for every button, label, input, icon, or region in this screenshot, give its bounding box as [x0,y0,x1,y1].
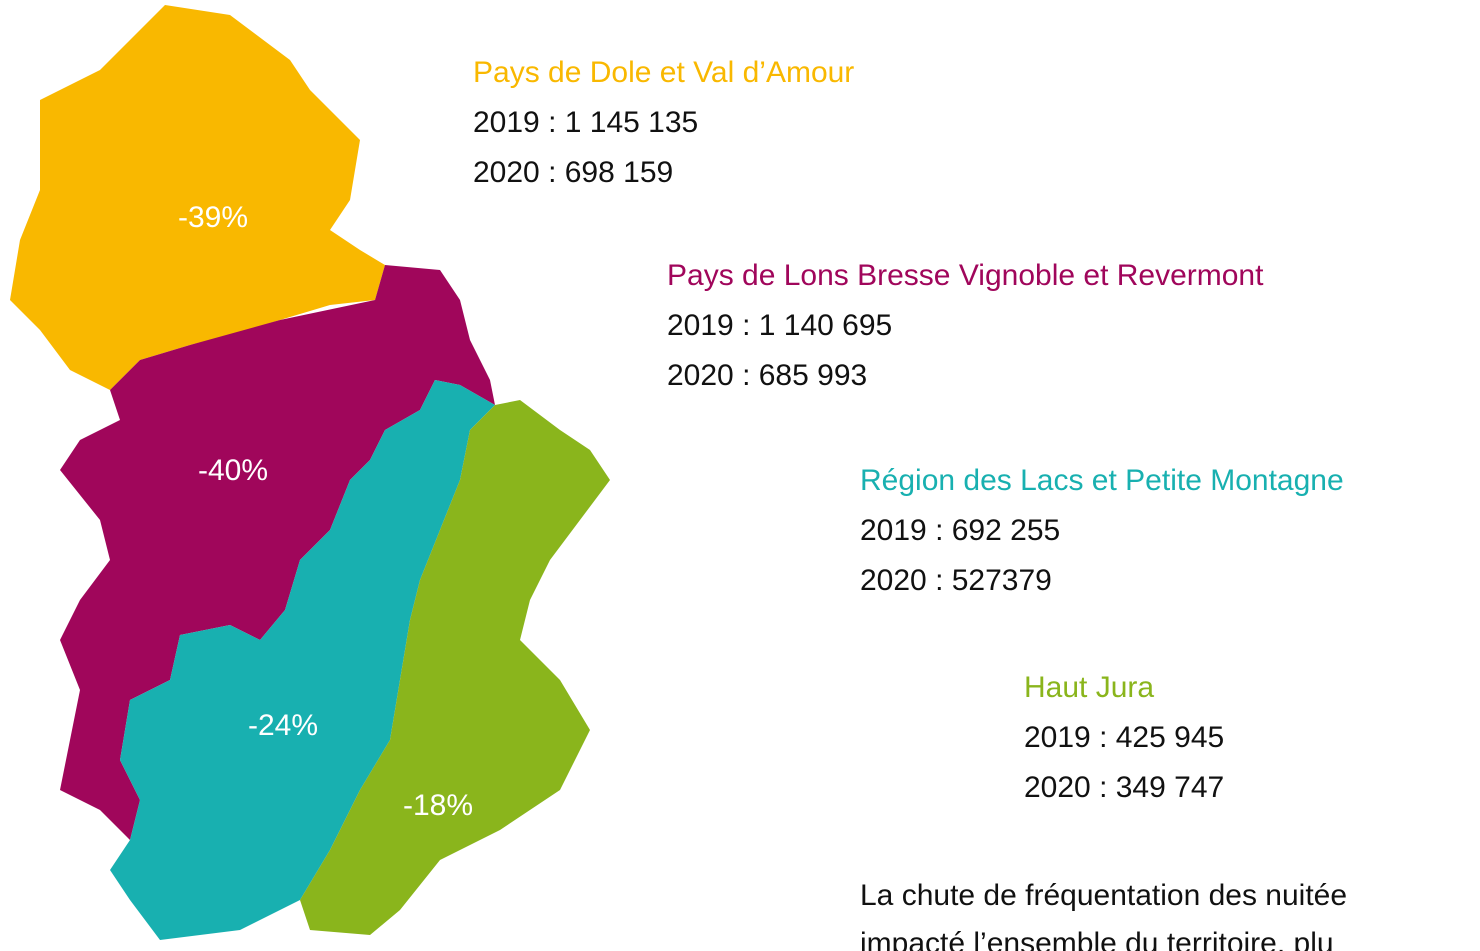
value-2019: 2019 : 1 140 695 [667,309,892,342]
region-name: Haut Jura [1024,671,1154,704]
change-label: -39% [178,201,248,234]
region-name: Région des Lacs et Petite Montagne [860,464,1344,497]
region-name: Pays de Dole et Val d’Amour [473,56,854,89]
region-shape [10,5,385,390]
region-shape [300,400,610,935]
region-shape [110,380,495,940]
region-name: Pays de Lons Bresse Vignoble et Revermon… [667,259,1264,292]
footer-text: impacté l’ensemble du territoire, plu [860,927,1334,951]
value-2020: 2020 : 698 159 [473,156,673,189]
change-label: -40% [198,454,268,487]
footer-text: La chute de fréquentation des nuitée [860,879,1347,912]
value-2020: 2020 : 349 747 [1024,771,1224,804]
value-2019: 2019 : 425 945 [1024,721,1224,754]
value-2019: 2019 : 1 145 135 [473,106,698,139]
value-2020: 2020 : 527379 [860,564,1052,597]
value-2020: 2020 : 685 993 [667,359,867,392]
value-2019: 2019 : 692 255 [860,514,1060,547]
change-label: -24% [248,709,318,742]
region-shape [60,265,495,840]
change-label: -18% [403,789,473,822]
